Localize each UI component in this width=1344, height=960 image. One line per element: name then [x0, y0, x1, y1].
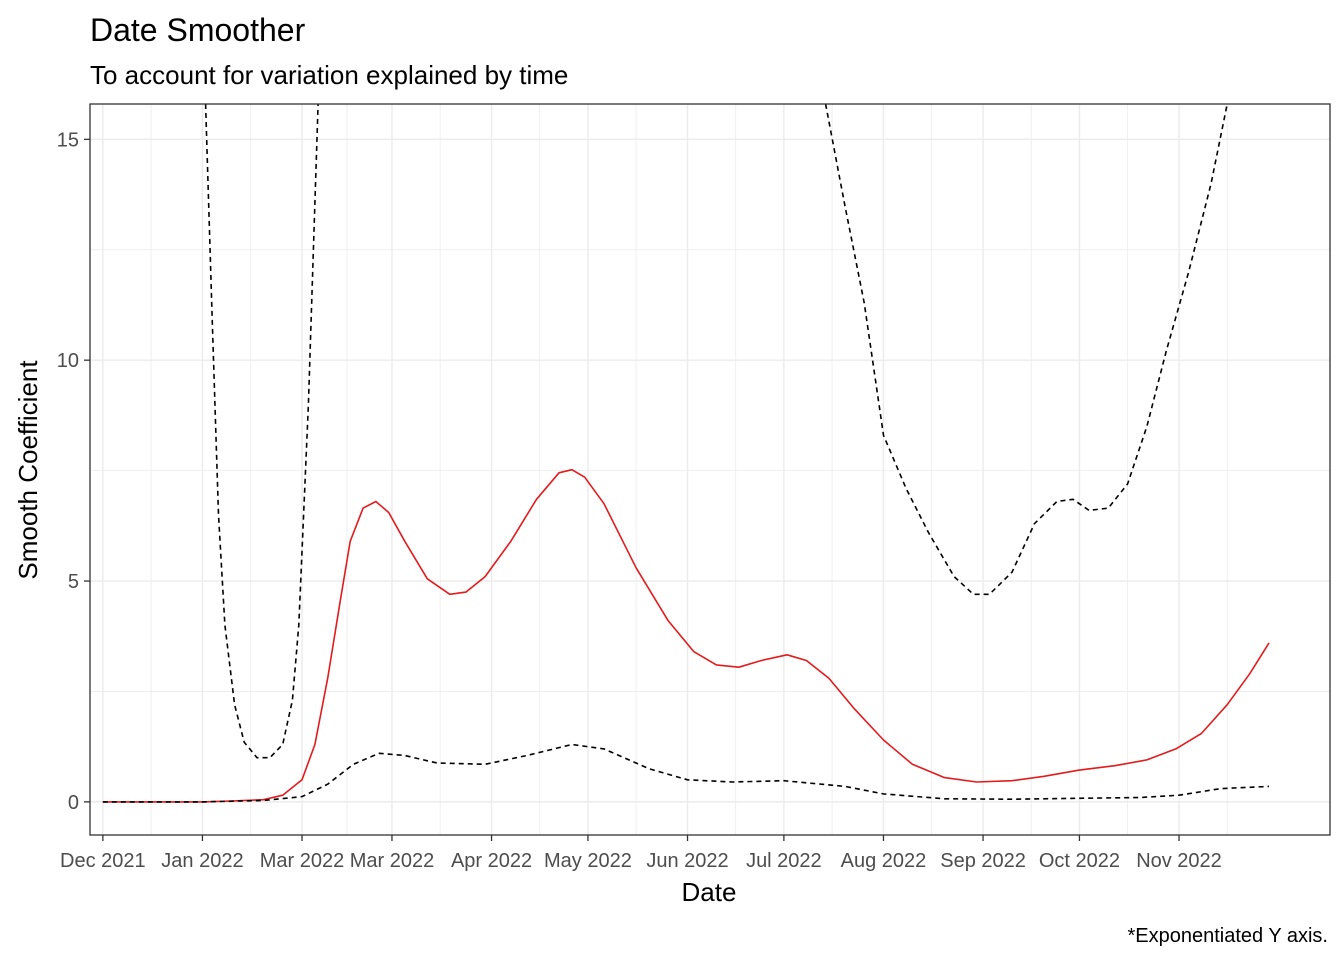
chart-caption: *Exponentiated Y axis. — [1127, 925, 1328, 947]
panel-border — [89, 103, 1331, 836]
smoother-lines — [102, 104, 1270, 803]
confidence-bound-line-1 — [204, 104, 319, 759]
x-tick-label: Apr 2022 — [451, 850, 532, 872]
x-axis-ticks: Dec 2021 Jan 2022 Mar 2022 Mar 2022 Apr 2022… — [60, 835, 1222, 872]
chart-subtitle: To account for variation explained by ti… — [90, 60, 568, 90]
x-tick-label: Dec 2021 — [60, 850, 146, 872]
x-tick-label: Nov 2022 — [1136, 850, 1222, 872]
y-tick-label: 10 — [57, 350, 79, 372]
chart-title: Date Smoother — [90, 12, 306, 48]
y-tick-label: 15 — [57, 129, 79, 151]
y-tick-label: 5 — [68, 571, 79, 593]
x-tick-label: Oct 2022 — [1039, 850, 1120, 872]
y-axis-label: Smooth Coefficient — [13, 360, 43, 580]
x-axis-label: Date — [682, 877, 737, 907]
x-tick-label: Jun 2022 — [646, 850, 728, 872]
x-tick-label: May 2022 — [544, 850, 632, 872]
y-tick-label: 0 — [68, 792, 79, 814]
x-tick-label: Jul 2022 — [746, 850, 822, 872]
confidence-bound-line-2 — [824, 104, 1228, 596]
x-tick-label: Jan 2022 — [161, 850, 243, 872]
minor-grid — [90, 104, 1330, 835]
x-tick-label: Sep 2022 — [940, 850, 1026, 872]
smooth-estimate-line — [102, 468, 1270, 803]
x-tick-label: Mar 2022 — [350, 850, 435, 872]
x-tick-label: Mar 2022 — [260, 850, 345, 872]
confidence-bound-line-3 — [102, 743, 1270, 803]
y-axis-ticks: 0 5 10 15 — [57, 129, 90, 814]
x-tick-label: Aug 2022 — [841, 850, 927, 872]
major-grid — [90, 104, 1330, 835]
